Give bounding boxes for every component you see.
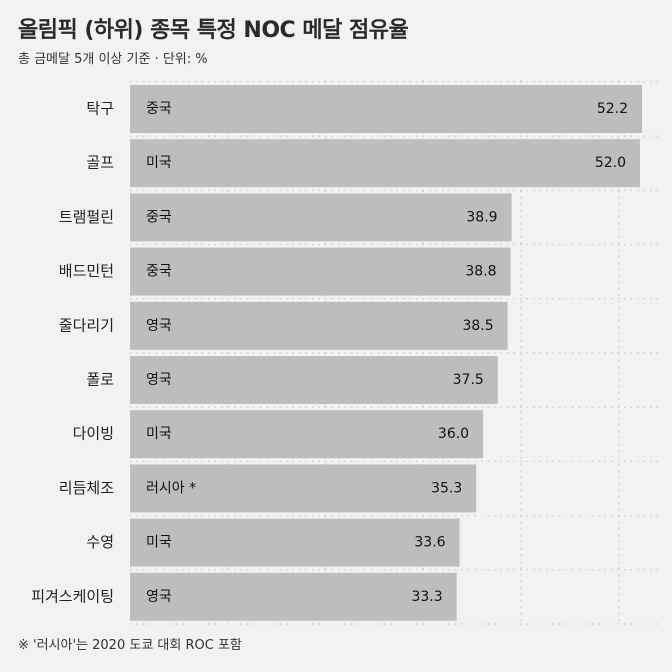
bar: [130, 193, 512, 242]
value-label: 33.3: [411, 589, 442, 605]
noc-label: 영국: [146, 372, 172, 388]
bar: [130, 301, 508, 350]
category-label: 탁구: [86, 100, 114, 118]
noc-label: 미국: [146, 535, 172, 551]
value-label: 36.0: [438, 426, 469, 442]
noc-label: 영국: [146, 589, 172, 605]
category-label: 리듬체조: [59, 479, 114, 497]
noc-label: 미국: [146, 155, 172, 171]
noc-label: 영국: [146, 318, 172, 334]
bar: [130, 85, 642, 133]
category-label: 배드민턴: [59, 262, 114, 280]
bar: [130, 247, 511, 296]
bar: [130, 356, 498, 404]
noc-label: 중국: [146, 264, 172, 280]
bar: [130, 410, 484, 459]
bar: [130, 518, 460, 567]
chart-subtitle: 총 금메달 5개 이상 기준 · 단위: %: [18, 52, 208, 67]
category-label: 골프: [86, 154, 114, 172]
category-label: 피겨스케이팅: [31, 587, 114, 605]
bar: [130, 139, 641, 188]
value-label: 33.6: [414, 535, 445, 551]
value-label: 52.0: [595, 155, 626, 171]
bar: [130, 464, 477, 513]
value-label: 52.2: [597, 101, 628, 117]
chart-title: 올림픽 (하위) 종목 특정 NOC 메달 점유율: [18, 18, 409, 43]
noc-label: 중국: [146, 101, 172, 117]
value-label: 38.5: [462, 318, 493, 334]
noc-label: 미국: [146, 426, 172, 442]
value-label: 37.5: [453, 372, 484, 388]
category-label: 줄다리기: [59, 316, 114, 334]
category-label: 수영: [86, 533, 114, 551]
chart-footnote: ※ '러시아'는 2020 도쿄 대회 ROC 포함: [18, 638, 242, 653]
value-label: 38.8: [465, 264, 496, 280]
value-label: 38.9: [466, 209, 497, 225]
noc-label: 러시아 *: [146, 480, 196, 496]
category-label: 다이빙: [73, 425, 114, 443]
category-label: 폴로: [86, 371, 114, 389]
category-label: 트램펄린: [59, 208, 114, 226]
value-label: 35.3: [431, 480, 462, 496]
bar: [130, 572, 457, 621]
noc-label: 중국: [146, 209, 172, 225]
